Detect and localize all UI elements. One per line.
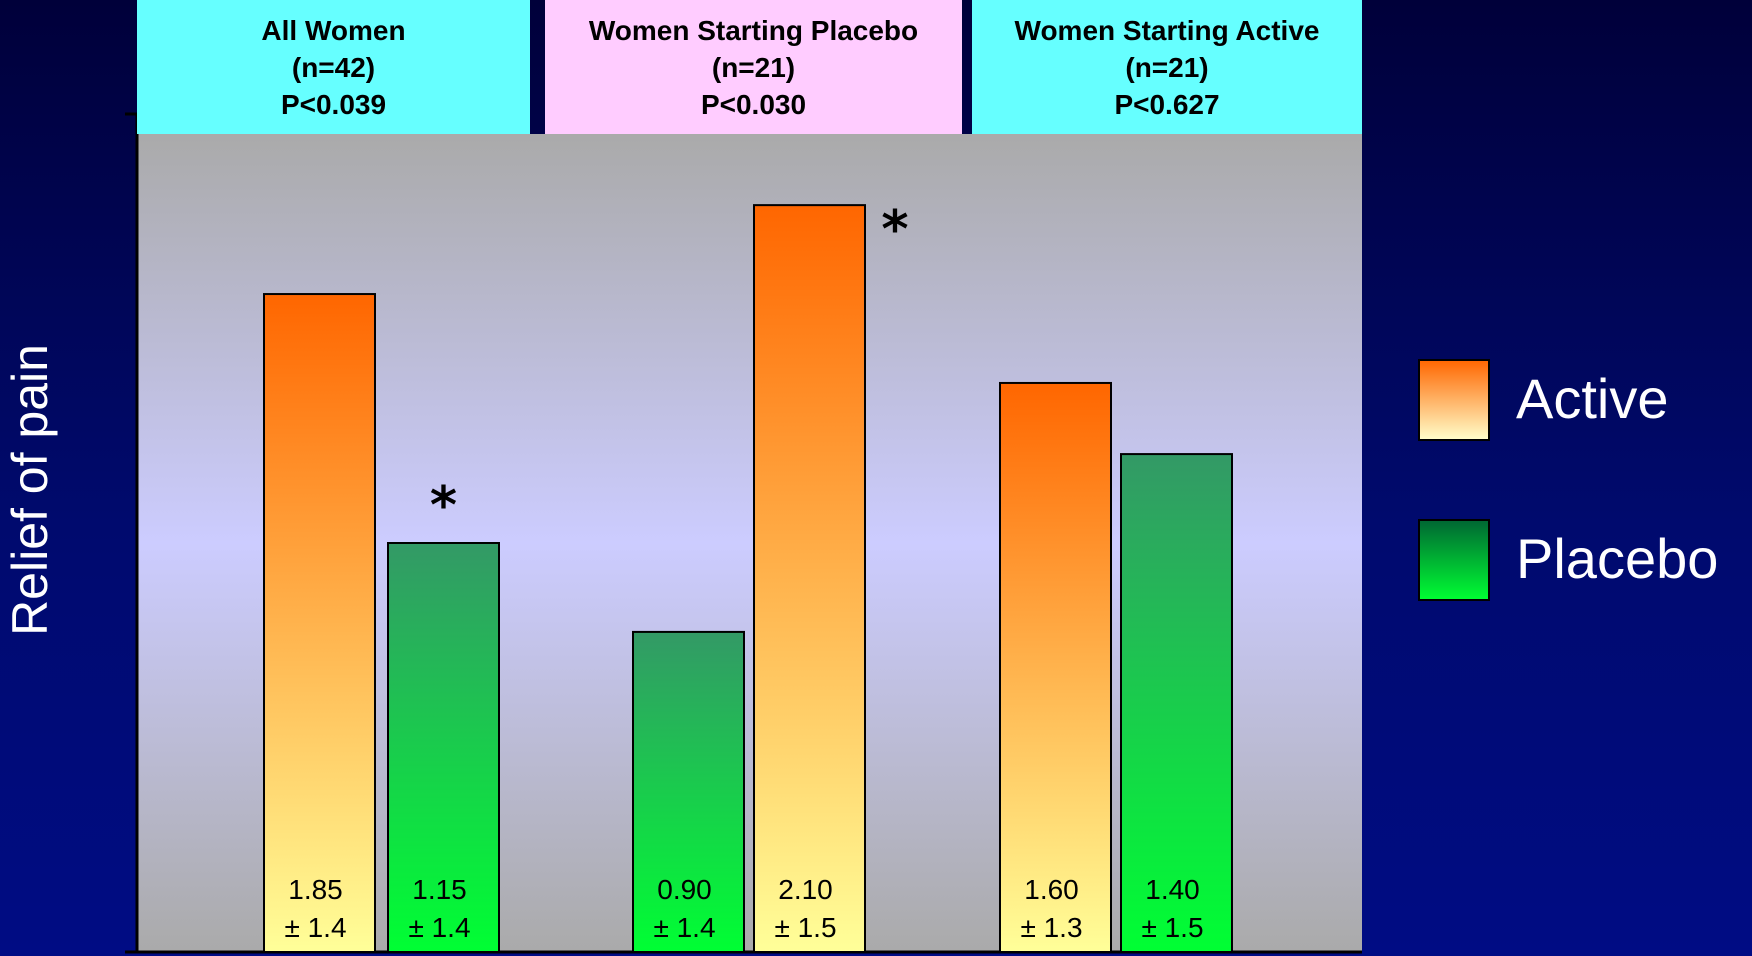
- bar-sd-label: ± 1.5: [774, 912, 836, 943]
- bar-sd-label: ± 1.4: [408, 912, 470, 943]
- legend-item: Active: [1418, 359, 1669, 441]
- bar-group: 1.60 ± 1.3: [999, 381, 1112, 953]
- group-header: Women Starting Placebo (n=21) P<0.030: [545, 0, 962, 134]
- legend-item: Placebo: [1418, 519, 1718, 601]
- bar-value-label: 0.90: [657, 874, 712, 905]
- bar-placebo: [632, 630, 745, 953]
- legend-swatch: [1418, 519, 1490, 601]
- bar-placebo: [1120, 453, 1233, 953]
- bar-value-label: 2.10: [778, 874, 833, 905]
- bar-active: [999, 381, 1112, 953]
- bar-group: 1.85 ± 1.4: [263, 293, 376, 954]
- legend-label: Placebo: [1516, 527, 1718, 590]
- bar-group: 2.10 ± 1.5 *: [753, 200, 909, 953]
- bar-sd-label: ± 1.4: [653, 912, 715, 943]
- group-title: Women Starting Placebo: [589, 15, 918, 46]
- bar-value-label: 1.60: [1024, 874, 1079, 905]
- bar-active: [263, 293, 376, 954]
- group-p-value: P<0.627: [1114, 89, 1219, 120]
- bar-value-label: 1.85: [288, 874, 343, 905]
- bar-value-label: 1.15: [412, 874, 467, 905]
- bar-sd-label: ± 1.3: [1020, 912, 1082, 943]
- legend-swatch: [1418, 359, 1490, 441]
- significance-star: *: [881, 200, 908, 260]
- group-n: (n=42): [292, 52, 375, 83]
- significance-star: *: [430, 476, 457, 536]
- bar-sd-label: ± 1.4: [284, 912, 346, 943]
- group-header: All Women (n=42) P<0.039: [137, 0, 530, 134]
- group-n: (n=21): [1125, 52, 1208, 83]
- group-title: All Women: [261, 15, 405, 46]
- bar-group: 1.15 ± 1.4 *: [387, 476, 500, 953]
- group-title: Women Starting Active: [1015, 15, 1320, 46]
- group-p-value: P<0.039: [281, 89, 386, 120]
- group-header: Women Starting Active (n=21) P<0.627: [972, 0, 1362, 134]
- legend-label: Active: [1516, 367, 1669, 430]
- bar-active: [753, 204, 866, 953]
- group-header-background: [137, 0, 530, 134]
- group-header-background: [972, 0, 1362, 134]
- group-p-value: P<0.030: [701, 89, 806, 120]
- bar-placebo: [387, 542, 500, 953]
- bar-group: 0.90 ± 1.4: [632, 630, 745, 953]
- bar-value-label: 1.40: [1145, 874, 1200, 905]
- bar-sd-label: ± 1.5: [1141, 912, 1203, 943]
- group-header-background: [545, 0, 962, 134]
- group-n: (n=21): [712, 52, 795, 83]
- bar-group: 1.40 ± 1.5: [1120, 453, 1233, 953]
